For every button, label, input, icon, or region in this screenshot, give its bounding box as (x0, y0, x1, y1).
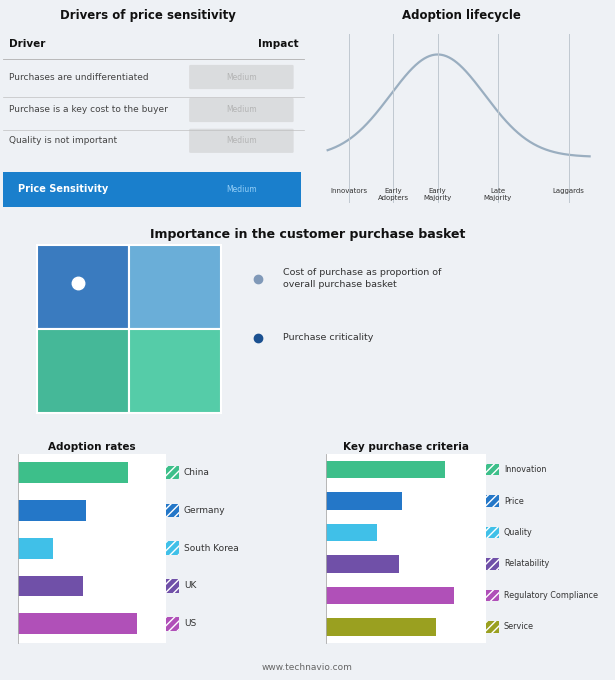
Bar (486, 527, 499, 538)
Text: Innovation: Innovation (504, 465, 546, 474)
Bar (166, 579, 180, 593)
Text: South Korea: South Korea (184, 544, 239, 553)
Text: Purchase is a key cost to the buyer: Purchase is a key cost to the buyer (9, 105, 168, 114)
Text: Medium: Medium (226, 105, 256, 114)
Bar (166, 466, 180, 479)
Bar (37, 245, 129, 329)
Text: Purchase criticality: Purchase criticality (283, 333, 373, 342)
Text: Purchases are undifferentiated: Purchases are undifferentiated (9, 73, 149, 82)
Text: Drivers of price sensitivity: Drivers of price sensitivity (60, 9, 236, 22)
Bar (486, 464, 499, 475)
Text: Late
Majority: Late Majority (484, 188, 512, 201)
FancyBboxPatch shape (189, 98, 294, 122)
Text: Service: Service (504, 622, 534, 631)
Text: Price Sensitivity: Price Sensitivity (18, 184, 109, 194)
Bar (166, 541, 180, 555)
Bar (129, 329, 221, 413)
Text: Cost of purchase as proportion of
overall purchase basket: Cost of purchase as proportion of overal… (283, 269, 442, 289)
Bar (326, 461, 445, 478)
Text: UK: UK (184, 581, 196, 590)
Bar (18, 613, 137, 634)
Bar (486, 590, 499, 601)
Bar (326, 556, 399, 573)
Text: Medium: Medium (226, 73, 256, 82)
FancyBboxPatch shape (189, 129, 294, 153)
Text: China: China (184, 468, 210, 477)
Text: Germany: Germany (184, 506, 225, 515)
Text: www.technavio.com: www.technavio.com (262, 664, 353, 673)
Bar (326, 492, 402, 509)
Text: Regulatory Compliance: Regulatory Compliance (504, 591, 598, 600)
Bar (486, 495, 499, 507)
Bar (129, 245, 221, 329)
Bar (18, 462, 129, 483)
Text: Quality: Quality (504, 528, 533, 537)
FancyBboxPatch shape (189, 65, 294, 89)
Bar (326, 587, 454, 604)
Text: Driver: Driver (9, 39, 46, 49)
Text: Importance in the customer purchase basket: Importance in the customer purchase bask… (150, 228, 465, 241)
Text: Early
Majority: Early Majority (424, 188, 452, 201)
Text: Laggards: Laggards (553, 188, 585, 194)
Bar (3, 171, 301, 207)
Bar (18, 500, 85, 521)
Text: Quality is not important: Quality is not important (9, 136, 117, 146)
Bar (486, 558, 499, 570)
Text: Medium: Medium (226, 185, 256, 194)
Bar (166, 617, 180, 630)
Text: US: US (184, 619, 196, 628)
Text: Early
Adopters: Early Adopters (378, 188, 409, 201)
Text: Relatability: Relatability (504, 560, 549, 568)
Bar (166, 504, 180, 517)
Bar (486, 622, 499, 632)
Title: Key purchase criteria: Key purchase criteria (343, 441, 469, 452)
Bar (18, 575, 83, 596)
Text: Price: Price (504, 496, 524, 505)
Bar (37, 329, 129, 413)
Bar (326, 618, 437, 636)
Text: Impact: Impact (258, 39, 298, 49)
Bar (18, 538, 54, 558)
Text: Adoption lifecycle: Adoption lifecycle (402, 9, 521, 22)
Bar (326, 524, 377, 541)
Title: Adoption rates: Adoption rates (49, 441, 136, 452)
Text: Medium: Medium (226, 136, 256, 146)
Text: Innovators: Innovators (330, 188, 367, 194)
